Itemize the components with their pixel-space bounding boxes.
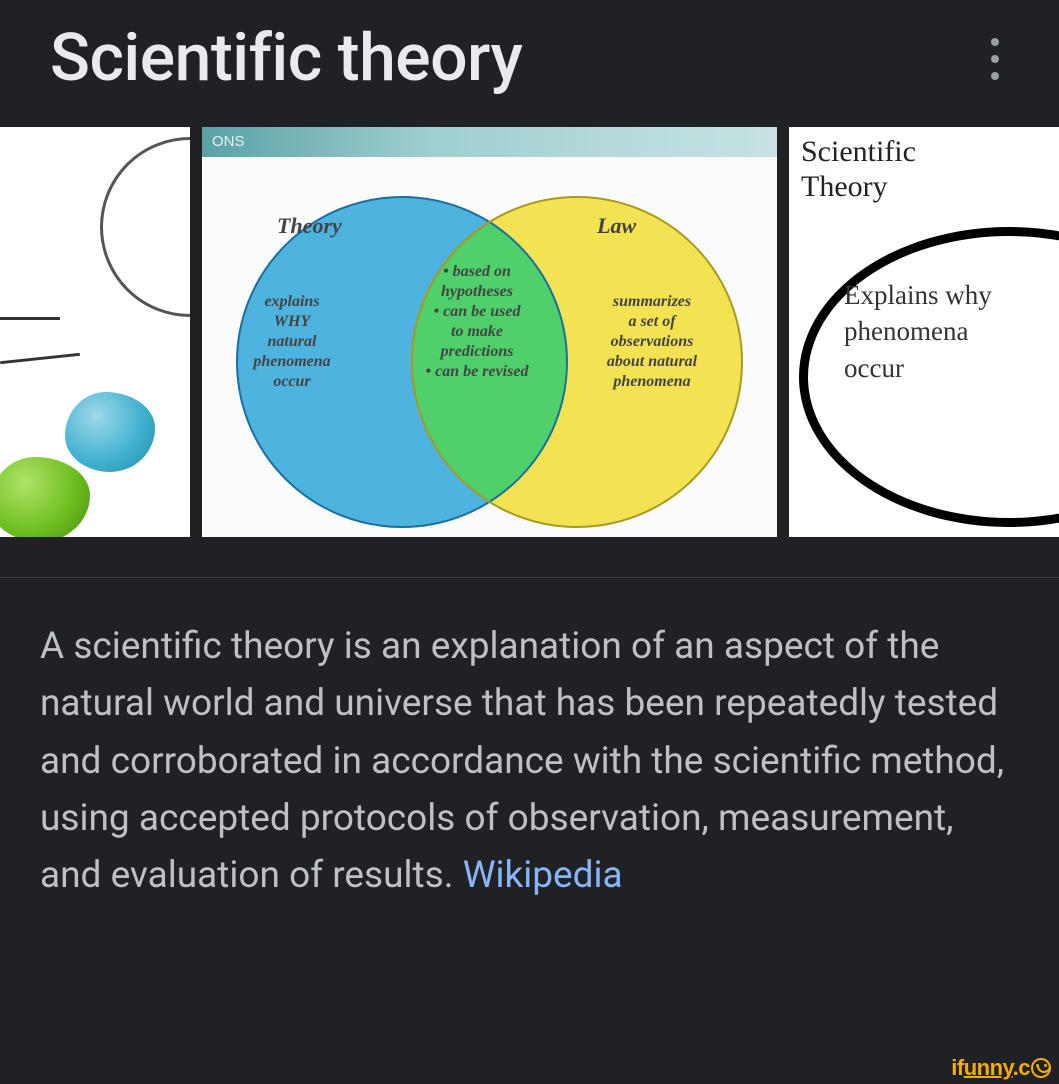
venn-diagram: Theory Law explains WHY natural phenomen…: [202, 157, 777, 537]
more-vert-icon: [991, 38, 999, 46]
watermark-text: unny: [964, 1055, 1013, 1080]
carousel-thumbnail-3[interactable]: Scientific Theory Explains why phenomena…: [789, 127, 1059, 537]
carousel-thumbnail-2[interactable]: ONS Theory Law explains WHY natural phen…: [202, 127, 777, 537]
header-bar: Scientific theory: [0, 0, 1059, 127]
more-options-button[interactable]: [981, 28, 1009, 90]
page-title: Scientific theory: [50, 20, 522, 97]
watermark-text: .c: [1013, 1055, 1030, 1080]
line-graphic: [0, 317, 60, 320]
carousel-thumbnail-1[interactable]: [0, 127, 190, 537]
line-graphic: [0, 353, 80, 364]
venn-theory-title: Theory: [277, 212, 342, 240]
source-link-wikipedia[interactable]: Wikipedia: [463, 854, 623, 897]
slide-banner: ONS: [202, 127, 777, 157]
venn-law-title: Law: [597, 212, 636, 240]
watermark-text: if: [951, 1055, 963, 1080]
venn-middle-body: • based on hypotheses • can be used to m…: [392, 262, 562, 382]
knowledge-panel-description: A scientific theory is an explanation of…: [0, 578, 1059, 925]
ifunny-watermark: ifunny.c: [951, 1055, 1051, 1081]
crumpled-paper-green-icon: [0, 457, 90, 537]
image-carousel[interactable]: ONS Theory Law explains WHY natural phen…: [0, 127, 1059, 537]
slide3-ellipse-text: Explains why phenomena occur: [844, 277, 992, 386]
slide3-heading: Scientific Theory: [801, 135, 916, 204]
venn-law-body: summarizes a set of observations about n…: [572, 292, 732, 392]
circle-graphic: [100, 137, 190, 317]
smile-icon: [1031, 1058, 1051, 1078]
crumpled-paper-blue-icon: [65, 392, 155, 472]
venn-theory-body: explains WHY natural phenomena occur: [227, 292, 357, 392]
more-vert-icon: [991, 72, 999, 80]
more-vert-icon: [991, 55, 999, 63]
